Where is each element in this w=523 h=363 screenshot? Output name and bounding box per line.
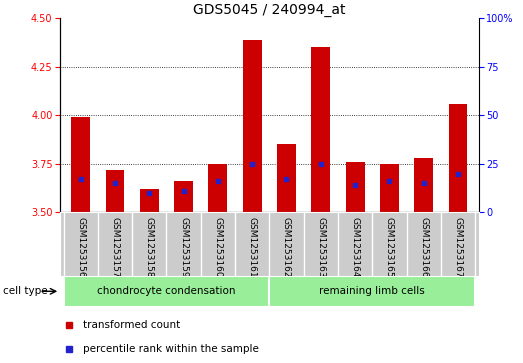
Bar [140, 189, 159, 212]
Bar [311, 47, 330, 212]
Bar [106, 170, 124, 212]
Text: percentile rank within the sample: percentile rank within the sample [83, 344, 259, 354]
Bar [269, 276, 475, 307]
Text: GSM1253159: GSM1253159 [179, 217, 188, 278]
Text: GSM1253167: GSM1253167 [453, 217, 462, 278]
Bar [64, 276, 269, 307]
Text: GSM1253158: GSM1253158 [145, 217, 154, 278]
Bar [71, 117, 90, 212]
Bar [380, 164, 399, 212]
Bar [174, 181, 193, 212]
Text: cell type: cell type [3, 286, 47, 296]
Bar [346, 162, 365, 212]
Text: GSM1253165: GSM1253165 [385, 217, 394, 278]
Title: GDS5045 / 240994_at: GDS5045 / 240994_at [193, 3, 346, 17]
Bar [209, 164, 228, 212]
Bar [449, 103, 468, 212]
Text: GSM1253162: GSM1253162 [282, 217, 291, 278]
Text: GSM1253161: GSM1253161 [248, 217, 257, 278]
Text: transformed count: transformed count [83, 321, 180, 330]
Text: GSM1253156: GSM1253156 [76, 217, 85, 278]
Bar [277, 144, 296, 212]
Text: GSM1253163: GSM1253163 [316, 217, 325, 278]
Text: GSM1253166: GSM1253166 [419, 217, 428, 278]
Text: chondrocyte condensation: chondrocyte condensation [97, 286, 236, 296]
Bar [243, 40, 262, 212]
Text: GSM1253160: GSM1253160 [213, 217, 222, 278]
Text: remaining limb cells: remaining limb cells [320, 286, 425, 296]
Bar [414, 158, 433, 212]
Text: GSM1253164: GSM1253164 [350, 217, 360, 278]
Text: GSM1253157: GSM1253157 [110, 217, 120, 278]
